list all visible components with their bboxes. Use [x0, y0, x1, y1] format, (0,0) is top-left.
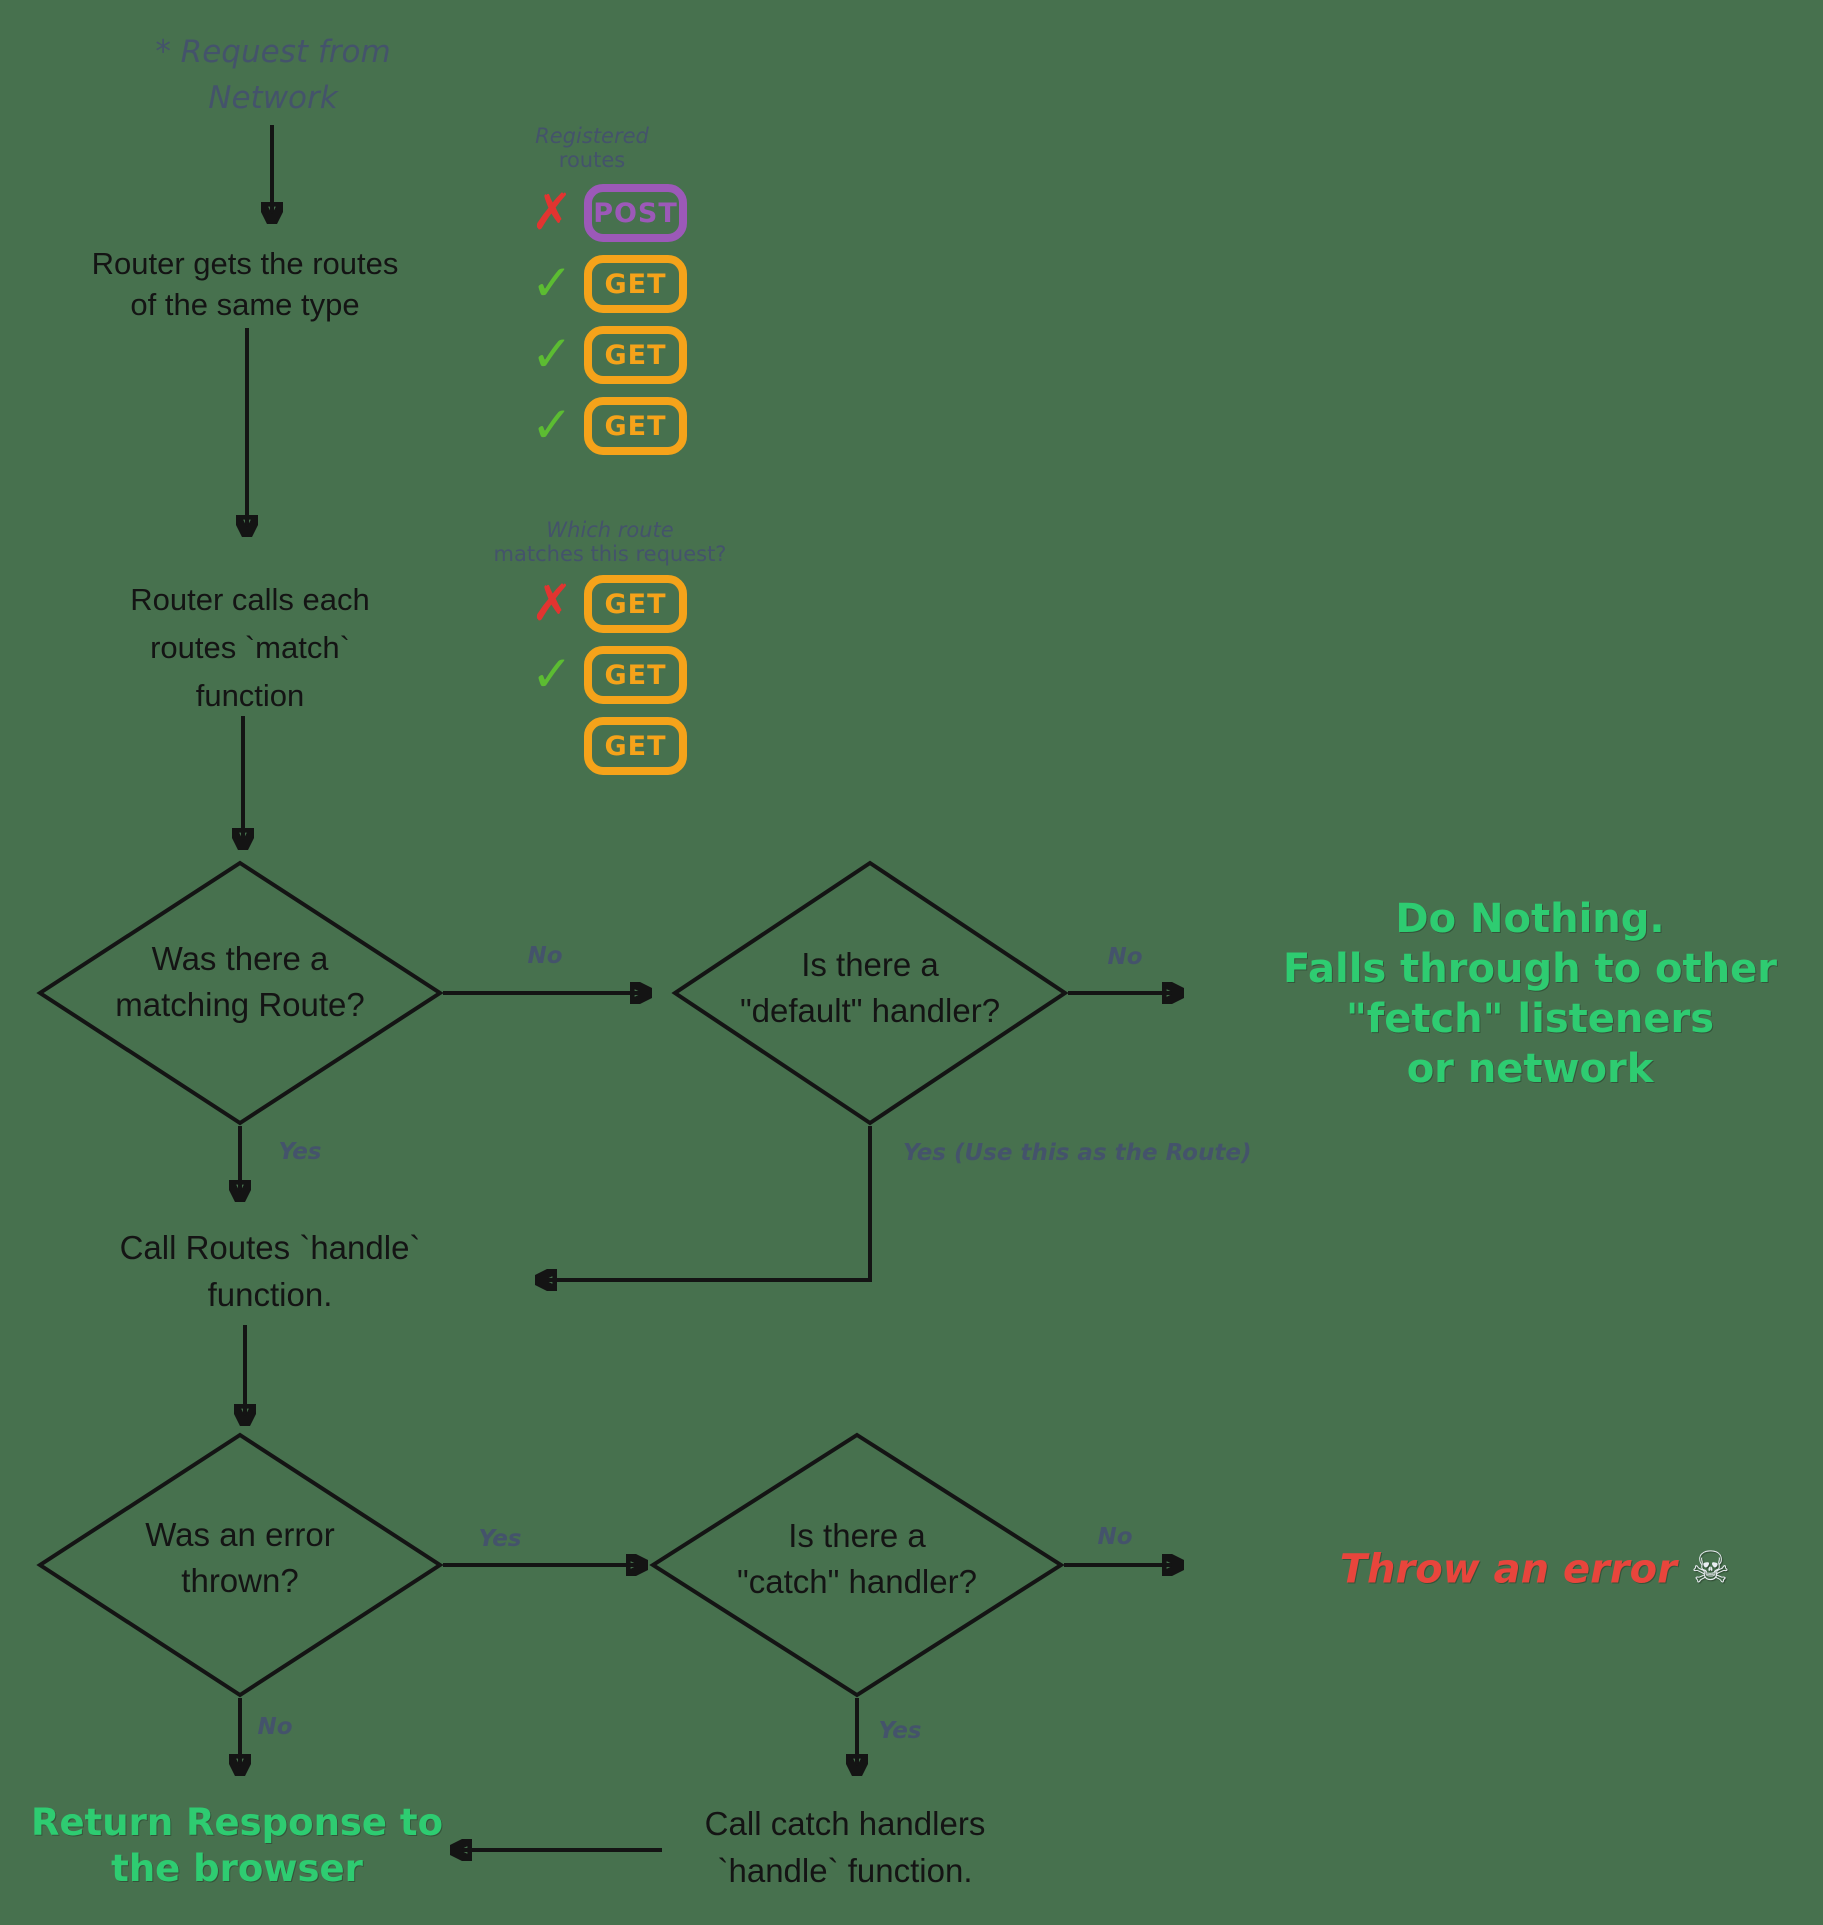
matching-routes-badges: ✗ GET ✓ GET GET [528, 575, 687, 788]
do-nothing-result: Do Nothing. Falls through to other "fetc… [1283, 896, 1777, 1092]
check-icon: ✓ [531, 396, 573, 454]
route-badge-row: ✓ GET [528, 255, 687, 313]
cross-icon: ✗ [531, 183, 573, 241]
route-badge-row: ✓ GET [528, 646, 687, 704]
method-badge-get: GET [584, 326, 687, 384]
cross-icon: ✗ [531, 574, 573, 632]
check-icon: ✓ [531, 254, 573, 312]
edge-label-no-matching-route: No [527, 943, 563, 969]
route-badge-row: ✓ GET [528, 397, 687, 455]
edge-label-no-error-thrown: No [257, 1714, 293, 1740]
which-route-label: Which route matches this request? [493, 518, 727, 566]
method-badge-get: GET [584, 397, 687, 455]
skull-and-crossbones-icon: ☠ [1690, 1542, 1731, 1594]
is-default-handler-question: Is there a "default" handler? [739, 946, 1001, 1029]
diamond-default-handler [671, 860, 1069, 1126]
is-catch-handler-question: Is there a "catch" handler? [737, 1517, 977, 1600]
diamond-matching-route [36, 860, 444, 1126]
return-response-result: Return Response to the browser [30, 1801, 444, 1890]
arrow-diamond2-yes-elbow [537, 1126, 872, 1280]
route-badge-row: ✓ GET [528, 326, 687, 384]
check-icon: ✓ [531, 645, 573, 703]
call-routes-handle-step: Call Routes `handle` function. [119, 1229, 421, 1313]
edge-label-no-catch-handler: No [1097, 1524, 1133, 1550]
edge-label-no-default-handler: No [1107, 944, 1143, 970]
edge-label-yes-matching-route: Yes [278, 1139, 322, 1165]
router-gets-routes-step: Router gets the routes of the same type [91, 246, 399, 322]
method-badge-get: GET [584, 575, 687, 633]
request-from-network-label: * Request from Network [155, 34, 391, 116]
call-catch-handlers-step: Call catch handlers `handle` function. [704, 1805, 986, 1889]
was-matching-route-question: Was there a matching Route? [115, 940, 365, 1023]
diamond-error-thrown [36, 1432, 444, 1698]
registered-routes-badges: ✗ POST ✓ GET ✓ GET ✓ GET [528, 184, 687, 468]
edge-label-yes-catch-handler: Yes [878, 1718, 922, 1744]
no-mark [528, 717, 576, 775]
method-badge-get: GET [584, 717, 687, 775]
route-badge-row: ✗ POST [528, 184, 687, 242]
router-calls-match-step: Router calls each routes `match` functio… [130, 582, 370, 713]
throw-error-result: Throw an error ☠ [1339, 1542, 1731, 1594]
route-badge-row: ✗ GET [528, 575, 687, 633]
edge-label-yes-use-route: Yes (Use this as the Route) [903, 1140, 1252, 1166]
method-badge-get: GET [584, 646, 687, 704]
route-badge-row: GET [528, 717, 687, 775]
check-icon: ✓ [531, 325, 573, 383]
registered-routes-label: Registered routes [535, 124, 649, 172]
edge-label-yes-error-thrown: Yes [478, 1526, 522, 1552]
method-badge-get: GET [584, 255, 687, 313]
was-error-thrown-question: Was an error thrown? [145, 1516, 335, 1599]
diamond-catch-handler [649, 1432, 1065, 1698]
method-badge-post: POST [584, 184, 687, 242]
